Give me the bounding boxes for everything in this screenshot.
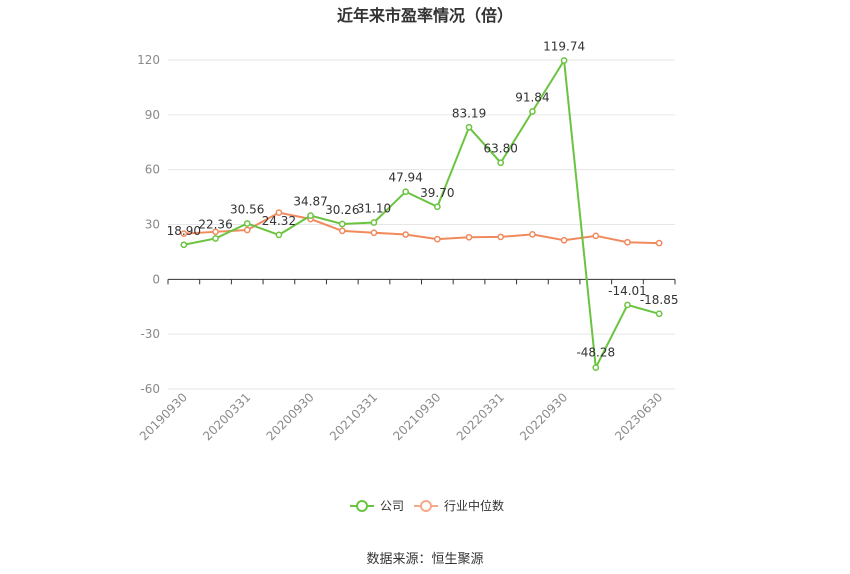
data-point[interactable] [465,123,473,131]
data-point[interactable] [592,364,600,371]
legend-label-company[interactable]: 公司 [380,499,404,513]
data-point[interactable] [180,230,188,237]
data-label: 24.32 [262,214,296,228]
data-point[interactable] [243,226,251,234]
data-point[interactable] [465,233,473,241]
data-point[interactable] [433,235,441,243]
data-label: 18.90 [167,224,201,238]
data-label: 47.94 [388,171,422,185]
data-point[interactable] [243,220,251,227]
data-point[interactable] [338,227,346,235]
y-tick-label: 120 [137,53,160,67]
x-tick-label: 20190930 [137,390,190,443]
y-tick-label: 90 [145,108,160,122]
data-label: 30.26 [325,203,359,217]
legend-label-industry[interactable]: 行业中位数 [444,498,504,513]
data-point[interactable] [212,235,219,242]
data-label: 30.56 [230,202,264,216]
data-point[interactable] [402,231,410,238]
data-label: 22.36 [198,217,232,231]
data-point[interactable] [624,238,631,246]
legend-marker-company [356,500,368,512]
y-tick-label: -30 [140,327,160,341]
y-tick-label: -60 [140,382,160,396]
data-point[interactable] [592,232,600,240]
data-label: 34.87 [293,195,327,209]
data-label: -14.01 [608,284,647,298]
x-tick-label: 20200930 [264,390,317,443]
data-point[interactable] [655,310,663,318]
data-point[interactable] [624,301,631,309]
x-tick-label: 20200331 [200,390,253,443]
data-point[interactable] [560,57,568,64]
data-label: -48.28 [576,346,615,360]
x-tick-label: 20210930 [390,390,443,443]
series-layer [180,57,663,372]
series-line-industry-median [183,211,660,245]
y-tick-label: 60 [145,163,160,177]
data-point[interactable] [212,228,219,236]
data-label: 31.10 [357,201,391,215]
data-point[interactable] [275,231,283,239]
x-tick-label: 20210331 [327,390,380,443]
legend[interactable]: 公司 行业中位数 [350,498,504,513]
data-label: 83.19 [452,106,486,120]
axis-layer: -60 -30 0 30 60 90 120 20190930 20200331 20200930… [137,53,676,443]
data-point[interactable] [529,108,536,115]
data-label: 39.70 [420,186,454,200]
data-label: -18.85 [640,293,679,307]
data-point[interactable] [307,212,314,219]
x-tick-label: 20220930 [517,390,570,443]
data-point[interactable] [370,229,378,237]
data-point[interactable] [433,203,441,211]
x-tick-label: 20220331 [454,390,507,443]
y-tick-label: 0 [152,272,160,286]
data-point[interactable] [560,236,568,244]
data-point[interactable] [497,159,505,167]
data-point[interactable] [402,188,410,196]
x-tick-label: 20230630 [612,390,665,443]
data-label: 91.84 [515,90,549,104]
chart-title: 近年来市盈率情况（倍） [336,6,513,25]
data-point[interactable] [338,220,346,228]
data-point[interactable] [180,241,188,249]
y-tick-label: 30 [145,218,160,232]
legend-marker-industry [420,500,432,512]
data-point[interactable] [275,209,283,216]
data-label: 119.74 [543,39,585,53]
grid-layer [168,59,675,390]
data-label: 63.80 [484,142,518,156]
data-point[interactable] [497,233,505,241]
data-point[interactable] [529,231,536,238]
data-point[interactable] [655,239,663,247]
data-point[interactable] [370,219,378,226]
series-line-company [183,57,660,372]
source-note: 数据来源：恒生聚源 [366,552,484,567]
